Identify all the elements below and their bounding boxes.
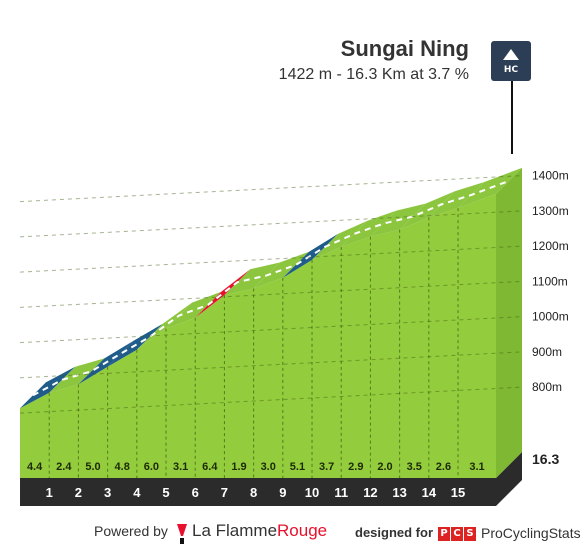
km-marker-label: 14 [422, 485, 437, 500]
km-marker-label: 15 [451, 485, 465, 500]
km-marker-label: 10 [305, 485, 319, 500]
road-segment [195, 269, 251, 318]
gradient-label: 2.4 [56, 461, 72, 473]
road-segment [224, 262, 280, 296]
km-marker-label: 9 [279, 485, 286, 500]
pcs-letter: C [451, 527, 463, 541]
km-marker-label: 4 [133, 485, 141, 500]
km-marker-label: 8 [250, 485, 257, 500]
y-gridline [19, 280, 523, 308]
climb-title: Sungai Ning [340, 36, 469, 61]
gradient-label: 3.5 [407, 461, 422, 473]
gradient-label: 6.4 [202, 461, 218, 473]
y-gridline [19, 386, 523, 414]
pcs-logo-icon: P C S [438, 527, 476, 541]
km-marker-label: 2 [75, 485, 82, 500]
gradient-label: 3.7 [319, 461, 334, 473]
y-tick-label: 1200m [532, 239, 569, 253]
category-badge: HC [491, 41, 531, 81]
gradient-label: 4.8 [115, 461, 130, 473]
category-label: HC [503, 65, 519, 75]
pcs-letter: P [438, 527, 450, 541]
y-gridline [19, 175, 523, 203]
km-marker-label: 11 [334, 485, 348, 500]
gradient-label: 2.0 [377, 461, 392, 473]
km-marker-label: 5 [162, 485, 169, 500]
km-marker-label: 1 [46, 485, 53, 500]
y-gridline [19, 316, 523, 344]
laflammerouge-brand[interactable]: La FlammeRouge [192, 521, 327, 543]
gradient-label: 5.0 [85, 461, 100, 473]
gradient-label: 3.0 [261, 461, 276, 473]
designed-for-label: designed for [355, 525, 434, 540]
profile-base [20, 452, 522, 506]
profile-front-face [20, 193, 496, 478]
summit-pole [511, 81, 513, 154]
mountain-icon [503, 49, 519, 60]
gradient-label: 5.1 [290, 461, 305, 473]
y-gridline [19, 245, 523, 273]
gradient-label: 3.1 [469, 461, 484, 473]
y-tick-label: 1400m [532, 169, 569, 183]
y-tick-label: 900m [532, 345, 562, 359]
road-segment [136, 302, 193, 350]
km-marker-label: 12 [363, 485, 377, 500]
pcs-letter: S [464, 527, 476, 541]
km-marker-label: 13 [392, 485, 406, 500]
km-marker-label: 6 [192, 485, 199, 500]
road-segment [399, 191, 455, 230]
gradient-label: 3.1 [173, 461, 188, 473]
gradient-label: 1.9 [231, 461, 246, 473]
y-tick-label: 1300m [532, 204, 569, 218]
procyclingstats-brand[interactable]: ProCyclingStats [481, 525, 581, 541]
lfr-brand-main: La Flamme [192, 521, 278, 540]
road-centre-line [32, 179, 510, 397]
profile-side-face [496, 167, 522, 478]
lfr-brand-accent: Rouge [277, 521, 328, 540]
gradient-label: 4.4 [27, 461, 43, 473]
y-tick-label: 1000m [532, 310, 569, 324]
y-tick-label: 1100m [532, 274, 568, 288]
gradient-label: 6.0 [144, 461, 159, 473]
total-distance-label: 16.3 [532, 451, 559, 467]
flame-logo-icon [177, 524, 187, 544]
km-marker-label: 3 [104, 485, 111, 500]
y-gridline [19, 210, 523, 238]
y-gridline [19, 351, 523, 379]
road-segment [166, 291, 222, 329]
gradient-label: 2.6 [436, 461, 451, 473]
powered-by-label: Powered by [94, 523, 168, 539]
climb-subtitle: 1422 m - 16.3 Km at 3.7 % [278, 66, 469, 83]
y-tick-label: 800m [532, 380, 562, 394]
km-marker-label: 7 [221, 485, 228, 500]
road-segment [428, 182, 485, 218]
gradient-label: 2.9 [348, 461, 363, 473]
